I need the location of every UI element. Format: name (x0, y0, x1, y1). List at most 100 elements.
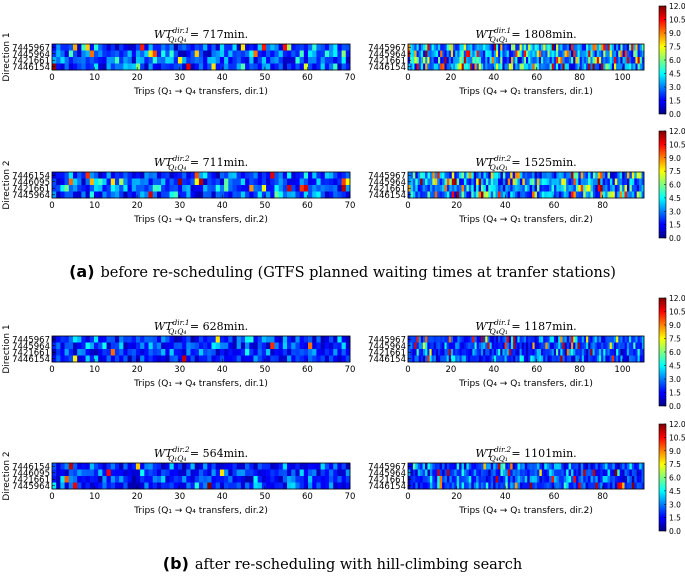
heatmap-cell (303, 185, 309, 192)
heatmap-cell (472, 342, 475, 350)
heatmap-cell (245, 482, 250, 490)
heatmap-cell (333, 57, 338, 64)
heatmap-cell (144, 178, 149, 186)
heatmap-cell (487, 336, 490, 343)
heatmap-cell (602, 191, 606, 199)
heatmap-cell (240, 63, 246, 71)
heatmap-cell (261, 342, 267, 350)
heatmap-cell (614, 469, 618, 477)
heatmap-cell (425, 172, 428, 179)
heatmap-cell (605, 342, 608, 350)
heatmap-cell (506, 50, 510, 58)
heatmap-cell (558, 355, 561, 363)
colorbar: 0.01.53.04.56.07.59.010.512.0 (658, 294, 685, 411)
heatmap-cell (316, 44, 321, 51)
heatmap-cell (626, 342, 630, 350)
heatmap-cell (249, 57, 254, 64)
heatmap-cell (524, 463, 528, 470)
heatmap-cell (575, 172, 579, 179)
x-tick-label: 60 (302, 492, 313, 502)
heatmap-cell (427, 482, 431, 490)
heatmap-cell (81, 63, 86, 71)
heatmap-cell (312, 63, 317, 71)
heatmap-cell (240, 191, 246, 199)
heatmap-cell (312, 44, 317, 51)
heatmap-cell (561, 476, 565, 483)
heatmap-cell (337, 57, 342, 64)
heatmap-cell (316, 355, 321, 363)
heatmap-cell (232, 191, 238, 199)
heatmap-cell (498, 463, 501, 470)
row-label: 7421661 (12, 348, 50, 358)
heatmap-cell (418, 50, 422, 58)
heatmap-cell (85, 191, 91, 199)
heatmap-cell (236, 482, 242, 490)
heatmap-cell (564, 50, 568, 58)
heatmap-cell (60, 172, 65, 179)
heatmap-cell (303, 349, 309, 356)
heatmap-title: WTdir.1 Q₄Q₁ = 1187min. (475, 318, 576, 336)
heatmap-cell (64, 50, 70, 58)
heatmap-cell (549, 63, 553, 71)
heatmap-cell (549, 355, 553, 363)
heatmap-cell (261, 482, 267, 490)
heatmap-cell (536, 178, 540, 186)
heatmap-cell (568, 463, 572, 470)
heatmap-cell (312, 355, 317, 363)
heatmap-cell (532, 178, 535, 186)
heatmap-cell (427, 50, 430, 58)
heatmap-cell (463, 44, 467, 51)
heatmap-cell (544, 469, 548, 477)
heatmap-cell (453, 342, 456, 350)
heatmap-cell (77, 476, 82, 483)
x-tick-label: 20 (132, 73, 143, 83)
heatmap-cell (453, 50, 456, 58)
heatmap-cell (605, 63, 608, 71)
heatmap-cell (345, 57, 351, 64)
heatmap-cell (500, 355, 503, 363)
heatmap-cell (287, 482, 292, 490)
heatmap-cell (106, 476, 112, 483)
heatmap-cell (504, 57, 508, 64)
heatmap-cell (93, 355, 99, 363)
heatmap-cell (435, 349, 439, 356)
heatmap-cell (588, 50, 591, 58)
heatmap-cell (622, 463, 625, 470)
heatmap-cell (81, 44, 86, 51)
heatmap-cell (282, 463, 288, 470)
heatmap-cell (299, 476, 305, 483)
heatmap-cell (110, 172, 116, 179)
x-tick-label: 30 (174, 492, 185, 502)
heatmap-cell (438, 57, 441, 64)
heatmap-cell (270, 57, 275, 64)
row-label: 7445964 (12, 342, 50, 352)
heatmap-cell (473, 172, 477, 179)
heatmap-cells (408, 44, 645, 71)
heatmap-cell (617, 482, 621, 490)
heatmap-cell (634, 482, 638, 490)
heatmap-cell (478, 185, 482, 192)
heatmap-cell (85, 63, 91, 71)
colorbar-tick-label: 3.0 (669, 83, 681, 92)
heatmap-cell (597, 191, 601, 199)
heatmap-cell (144, 50, 149, 58)
heatmap-cell (446, 469, 450, 477)
heatmap-cell (461, 185, 465, 192)
heatmap-cell (463, 172, 467, 179)
x-tick-label: 40 (500, 201, 511, 211)
heatmap-cell (186, 469, 191, 477)
heatmap-cell (571, 349, 574, 356)
heatmap-cell (287, 336, 292, 343)
heatmap-cell (131, 469, 137, 477)
heatmap-cell (573, 463, 577, 470)
heatmap-cell (459, 178, 462, 186)
heatmap-cell (442, 185, 445, 192)
heatmap-cell (502, 476, 506, 483)
heatmap-cell (455, 50, 458, 58)
heatmap-cell (583, 191, 586, 199)
heatmap-cell (194, 185, 200, 192)
heatmap-cell (110, 44, 116, 51)
heatmap-cell (536, 44, 540, 51)
heatmap-cell (320, 63, 326, 71)
heatmap-cell (568, 50, 572, 58)
